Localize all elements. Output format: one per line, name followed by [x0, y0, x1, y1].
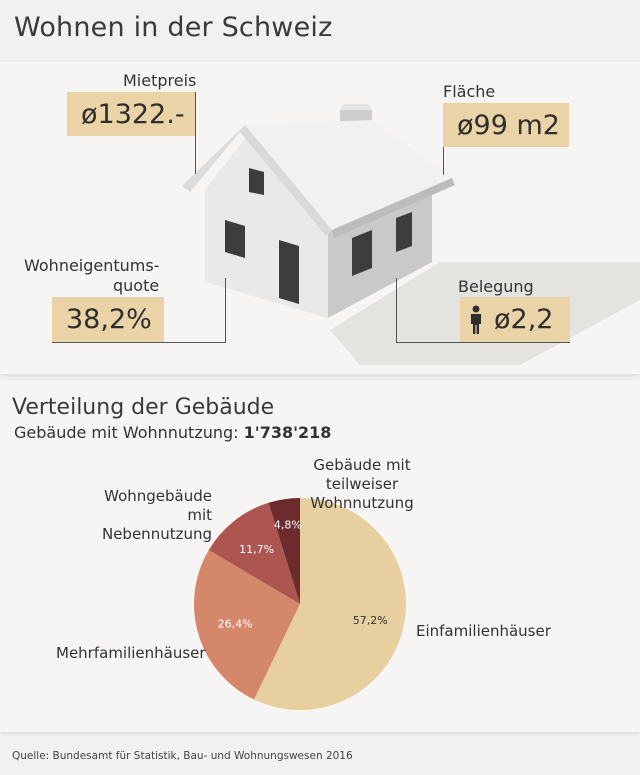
- ownership-label-1: Wohneigentums-: [24, 256, 160, 275]
- area-value: ø99 m2: [443, 103, 569, 147]
- pie-label-nebennutzung-1: Wohngebäude mit: [104, 487, 212, 524]
- rent-value: ø1322.-: [67, 92, 195, 136]
- area-label: Fläche: [443, 82, 496, 101]
- leader-ownership-v: [225, 278, 226, 342]
- window-side-1: [352, 230, 372, 276]
- leader-ownership-h: [52, 342, 226, 343]
- leader-occupancy-h: [396, 342, 570, 343]
- pie-label-mehrfamilienhaeuser: Mehrfamilienhäuser: [56, 644, 206, 662]
- pie-value-label-2: 11,7%: [239, 543, 274, 556]
- leader-occupancy-v: [396, 278, 397, 342]
- chart-subtitle-label: Gebäude mit Wohnnutzung:: [14, 423, 239, 442]
- house-door: [279, 240, 299, 304]
- pie-value-label-0: 57,2%: [353, 614, 388, 627]
- chart-subtitle-value: 1'738'218: [243, 423, 332, 442]
- occupancy-value: ø2,2: [494, 304, 554, 335]
- occupancy-label: Belegung: [458, 277, 534, 296]
- occupancy-value-box: ø2,2: [460, 297, 570, 342]
- ownership-value: 38,2%: [52, 297, 164, 342]
- pie-label-teilweise: Gebäude mit teilweiser Wohnnutzung: [282, 456, 442, 513]
- house-roof: [245, 120, 452, 230]
- window-side-2: [396, 212, 412, 252]
- page-title: Wohnen in der Schweiz: [14, 12, 333, 43]
- pie-slice-0: [254, 498, 407, 711]
- pie-label-nebennutzung-2: Nebennutzung: [101, 525, 212, 543]
- person-icon: [471, 305, 481, 334]
- pie-label-nebennutzung: Wohngebäude mit Nebennutzung: [88, 487, 212, 544]
- window-front-left: [225, 220, 245, 258]
- pie-value-label-1: 26,4%: [218, 618, 253, 631]
- chart-subtitle: Gebäude mit Wohnnutzung: 1'738'218: [14, 423, 331, 442]
- pie-slice-2: [208, 502, 300, 604]
- window-attic: [249, 168, 264, 195]
- ownership-label-2: quote: [113, 276, 160, 295]
- pie-label-einfamilienhaeuser: Einfamilienhäuser: [416, 622, 551, 640]
- rent-label: Mietpreis: [123, 71, 197, 90]
- pie-slice-1: [194, 549, 300, 700]
- chart-title: Verteilung der Gebäude: [12, 395, 275, 420]
- pie-value-label-3: 4,8%: [274, 518, 302, 531]
- pie-slice-3: [268, 498, 300, 604]
- source-note: Quelle: Bundesamt für Statistik, Bau- un…: [12, 750, 353, 762]
- leader-rent: [195, 92, 196, 174]
- pie-label-teilweise-1: Gebäude mit teilweiser: [313, 456, 411, 493]
- pie-label-teilweise-2: Wohnnutzung: [310, 494, 414, 512]
